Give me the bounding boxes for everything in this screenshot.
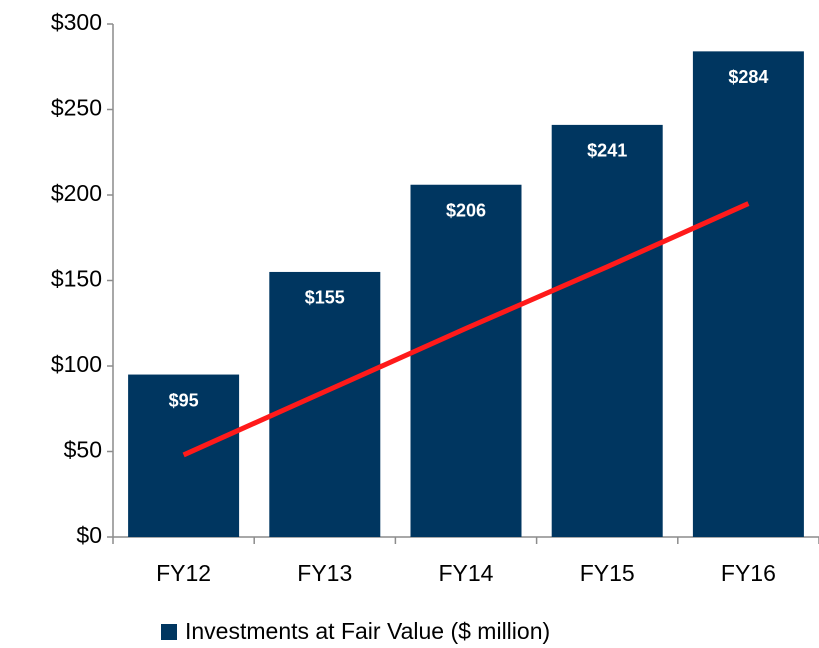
value-label: $155 bbox=[305, 288, 345, 308]
bar bbox=[692, 51, 804, 538]
x-tick-label: FY14 bbox=[439, 560, 494, 586]
y-tick-label: $250 bbox=[51, 95, 102, 121]
value-label: $241 bbox=[587, 141, 627, 161]
bar bbox=[269, 271, 381, 537]
value-label: $95 bbox=[169, 390, 199, 410]
y-tick-label: $300 bbox=[51, 9, 102, 35]
value-label: $284 bbox=[728, 67, 768, 87]
bar bbox=[128, 374, 240, 537]
legend-label: Investments at Fair Value ($ million) bbox=[185, 618, 550, 644]
trend-line bbox=[182, 201, 750, 458]
x-tick-label: FY13 bbox=[297, 560, 352, 586]
y-tick-label: $50 bbox=[64, 437, 102, 463]
y-tick-label: $150 bbox=[51, 266, 102, 292]
x-tick-label: FY16 bbox=[721, 560, 776, 586]
bar bbox=[551, 124, 663, 537]
value-label: $206 bbox=[446, 200, 486, 220]
y-tick-label: $200 bbox=[51, 180, 102, 206]
x-tick-label: FY15 bbox=[580, 560, 635, 586]
x-tick-label: FY12 bbox=[156, 560, 211, 586]
legend-swatch bbox=[161, 624, 177, 640]
y-tick-label: $100 bbox=[51, 351, 102, 377]
bar bbox=[410, 184, 522, 538]
y-tick-label: $0 bbox=[76, 522, 102, 548]
